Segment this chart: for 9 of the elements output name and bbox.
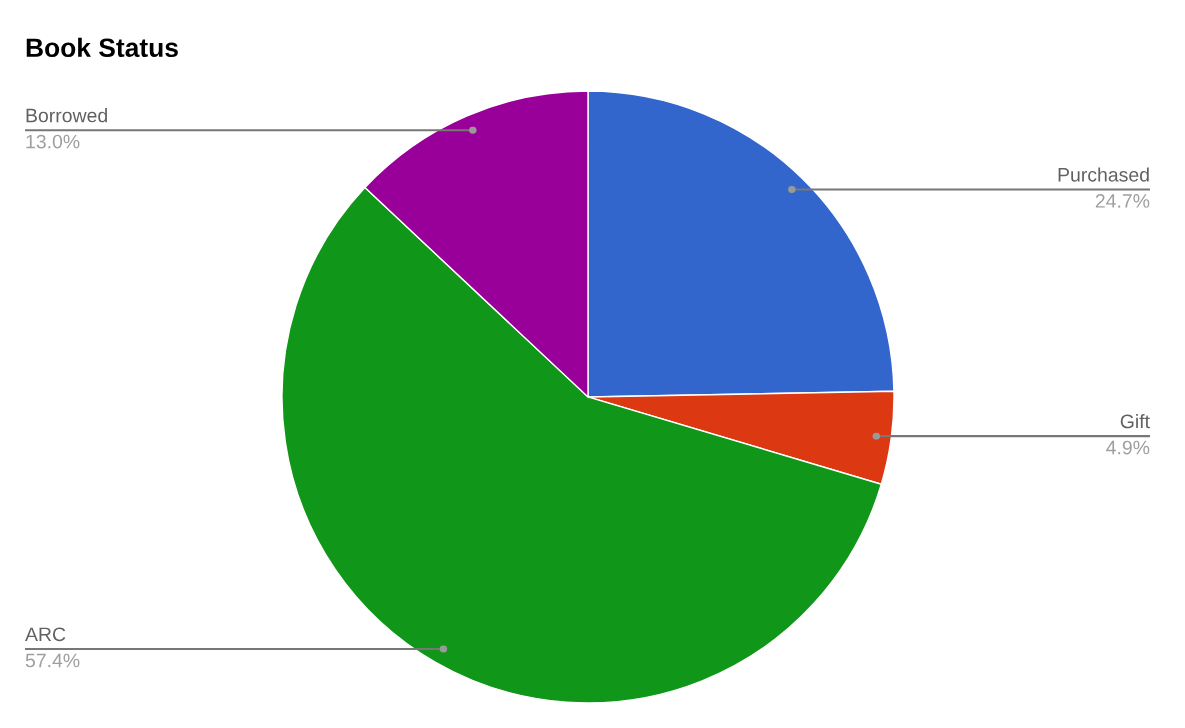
- slice-label: ARC: [25, 627, 66, 642]
- data-label: 24.7%: [1095, 194, 1150, 208]
- data-label: 57.4%: [25, 653, 80, 668]
- data-label: 13.0%: [26, 134, 80, 149]
- slice-label: Purchased: [1058, 167, 1149, 182]
- slice-label: Borrowed: [26, 108, 107, 123]
- slice-label: Gift: [1120, 414, 1150, 429]
- chart-title: Book Status: [26, 37, 178, 58]
- data-label: 4.9%: [1106, 440, 1150, 455]
